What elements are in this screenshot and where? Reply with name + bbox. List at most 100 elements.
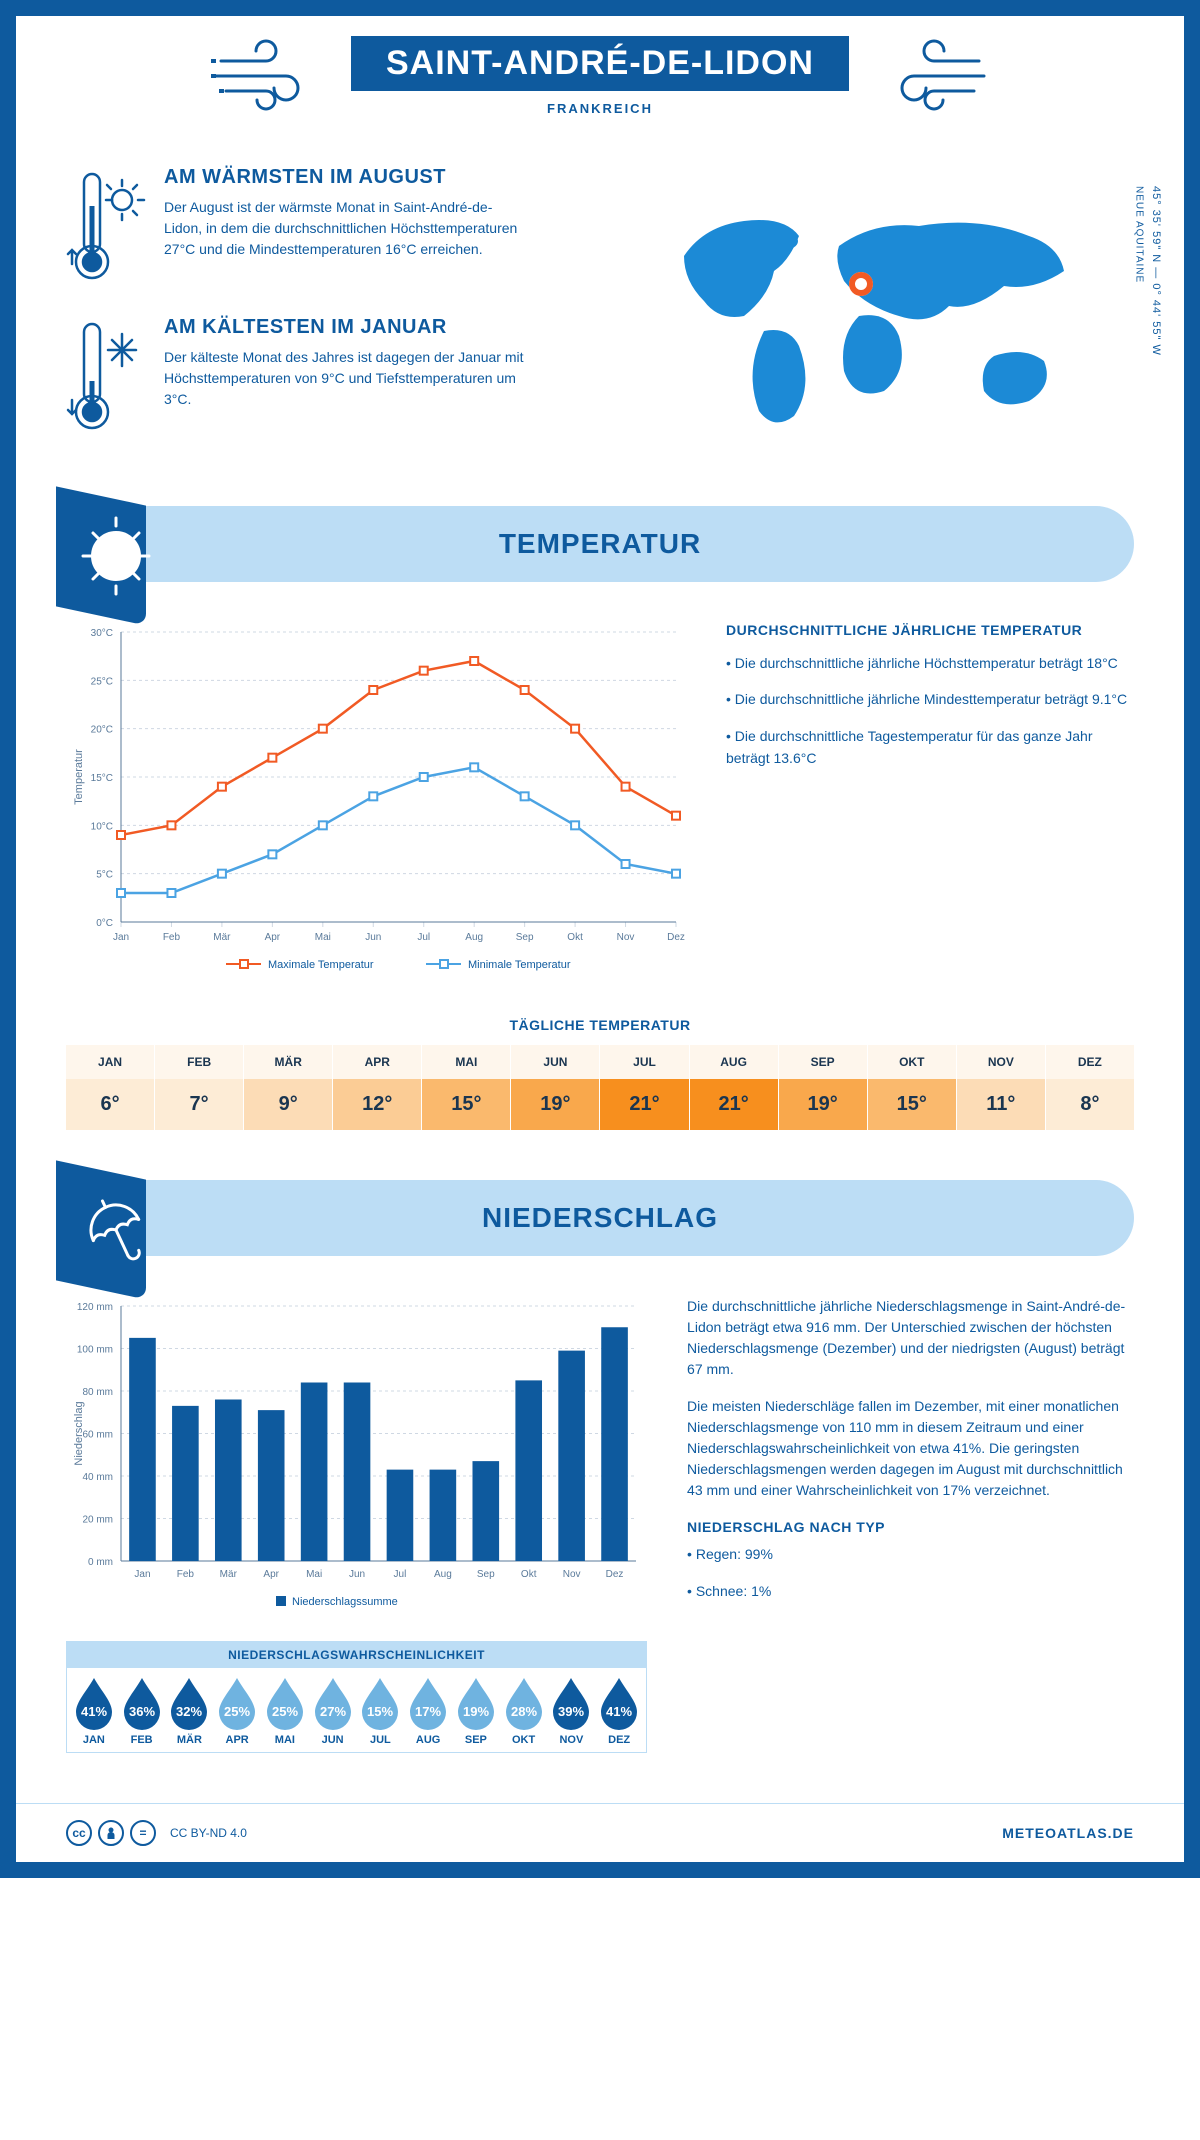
prob-month-label: JUN [310,1734,356,1746]
daily-month-label: FEB [155,1045,243,1079]
svg-text:Feb: Feb [177,1569,195,1580]
daily-month-label: SEP [779,1045,867,1079]
prob-title: NIEDERSCHLAGSWAHRSCHEINLICHKEIT [67,1642,646,1668]
daily-cell: JAN6° [66,1045,155,1130]
cc-icon: cc [66,1820,92,1846]
prob-month-label: MÄR [167,1734,213,1746]
coordinates: 45° 35' 59" N — 0° 44' 55" W NEUE AQUITA… [1129,186,1164,356]
daily-temp-value: 12° [333,1079,421,1130]
svg-text:Jan: Jan [134,1569,150,1580]
svg-text:100 mm: 100 mm [77,1345,113,1356]
svg-text:17%: 17% [415,1704,441,1719]
precip-type-2: • Schnee: 1% [687,1581,1134,1602]
license-block: cc = CC BY-ND 4.0 [66,1820,247,1846]
daily-month-label: JAN [66,1045,154,1079]
prob-drop: 41%JAN [71,1676,117,1746]
daily-temp-value: 19° [779,1079,867,1130]
daily-month-label: MÄR [244,1045,332,1079]
daily-temp-value: 15° [422,1079,510,1130]
svg-text:25%: 25% [224,1704,250,1719]
prob-drop: 41% DEZ [596,1676,642,1746]
daily-cell: AUG21° [690,1045,779,1130]
daily-cell: APR12° [333,1045,422,1130]
prob-drop: 36% FEB [119,1676,165,1746]
page-subtitle: FRANKREICH [351,101,849,116]
coldest-block: AM KÄLTESTEN IM JANUAR Der kälteste Mona… [66,316,604,436]
svg-text:Nov: Nov [617,932,635,943]
svg-text:Minimale Temperatur: Minimale Temperatur [468,959,571,971]
prob-drop: 17% AUG [405,1676,451,1746]
svg-text:28%: 28% [511,1704,537,1719]
svg-text:Mär: Mär [213,932,231,943]
thermometer-hot-icon [66,166,146,286]
daily-temp-value: 6° [66,1079,154,1130]
coldest-text: Der kälteste Monat des Jahres ist dagege… [164,347,524,410]
svg-text:32%: 32% [176,1704,202,1719]
daily-month-label: JUL [600,1045,688,1079]
svg-text:41%: 41% [606,1704,632,1719]
svg-text:Niederschlagssumme: Niederschlagssumme [292,1596,398,1608]
prob-month-label: APR [214,1734,260,1746]
svg-text:Mai: Mai [315,932,331,943]
svg-text:Jun: Jun [365,932,381,943]
svg-text:120 mm: 120 mm [77,1302,113,1313]
daily-temp-value: 8° [1046,1079,1134,1130]
svg-text:Sep: Sep [516,932,534,943]
svg-text:20 mm: 20 mm [82,1515,113,1526]
svg-text:5°C: 5°C [96,870,113,881]
prob-month-label: FEB [119,1734,165,1746]
footer: cc = CC BY-ND 4.0 METEOATLAS.DE [16,1803,1184,1862]
thermometer-cold-icon [66,316,146,436]
svg-text:Mär: Mär [220,1569,238,1580]
svg-text:Temperatur: Temperatur [73,749,85,805]
svg-text:Sep: Sep [477,1569,495,1580]
daily-month-label: APR [333,1045,421,1079]
precip-type-1: • Regen: 99% [687,1544,1134,1565]
svg-text:0 mm: 0 mm [88,1557,113,1568]
svg-text:Dez: Dez [606,1569,624,1580]
precip-probability-panel: NIEDERSCHLAGSWAHRSCHEINLICHKEIT 41%JAN36… [66,1641,647,1753]
svg-text:Jun: Jun [349,1569,365,1580]
section-temperature-header: TEMPERATUR [66,506,1134,582]
precip-para-2: Die meisten Niederschläge fallen im Deze… [687,1396,1134,1501]
prob-month-label: AUG [405,1734,451,1746]
daily-cell: OKT15° [868,1045,957,1130]
svg-text:Okt: Okt [521,1569,537,1580]
svg-text:Aug: Aug [465,932,483,943]
prob-drop: 25% MAI [262,1676,308,1746]
svg-text:30°C: 30°C [91,628,113,639]
daily-temp-title: TÄGLICHE TEMPERATUR [16,1017,1184,1033]
svg-text:Nov: Nov [563,1569,581,1580]
svg-text:Okt: Okt [567,932,583,943]
daily-temp-value: 15° [868,1079,956,1130]
svg-text:10°C: 10°C [91,821,113,832]
prob-month-label: SEP [453,1734,499,1746]
page-title: SAINT-ANDRÉ-DE-LIDON [351,36,849,91]
precip-para-1: Die durchschnittliche jährliche Niedersc… [687,1296,1134,1380]
daily-temp-value: 9° [244,1079,332,1130]
prob-month-label: MAI [262,1734,308,1746]
svg-text:Jul: Jul [417,932,430,943]
svg-text:19%: 19% [463,1704,489,1719]
svg-text:15°C: 15°C [91,773,113,784]
prob-drop: 15% JUL [358,1676,404,1746]
svg-text:20°C: 20°C [91,725,113,736]
license-text: CC BY-ND 4.0 [170,1826,247,1840]
daily-temp-value: 21° [690,1079,778,1130]
daily-month-label: JUN [511,1045,599,1079]
svg-text:36%: 36% [129,1704,155,1719]
precip-summary: Die durchschnittliche jährliche Niedersc… [687,1296,1134,1753]
prob-month-label: DEZ [596,1734,642,1746]
daily-cell: MÄR9° [244,1045,333,1130]
daily-cell: DEZ8° [1046,1045,1134,1130]
svg-text:25%: 25% [272,1704,298,1719]
temp-summary-heading: DURCHSCHNITTLICHE JÄHRLICHE TEMPERATUR [726,622,1134,638]
prob-month-label: JUL [358,1734,404,1746]
svg-text:Jul: Jul [394,1569,407,1580]
svg-text:15%: 15% [367,1704,393,1719]
daily-temperature-table: JAN6°FEB7°MÄR9°APR12°MAI15°JUN19°JUL21°A… [66,1045,1134,1130]
intro-section: AM WÄRMSTEN IM AUGUST Der August ist der… [16,126,1184,496]
daily-temp-value: 11° [957,1079,1045,1130]
coldest-title: AM KÄLTESTEN IM JANUAR [164,316,524,339]
svg-text:27%: 27% [320,1704,346,1719]
